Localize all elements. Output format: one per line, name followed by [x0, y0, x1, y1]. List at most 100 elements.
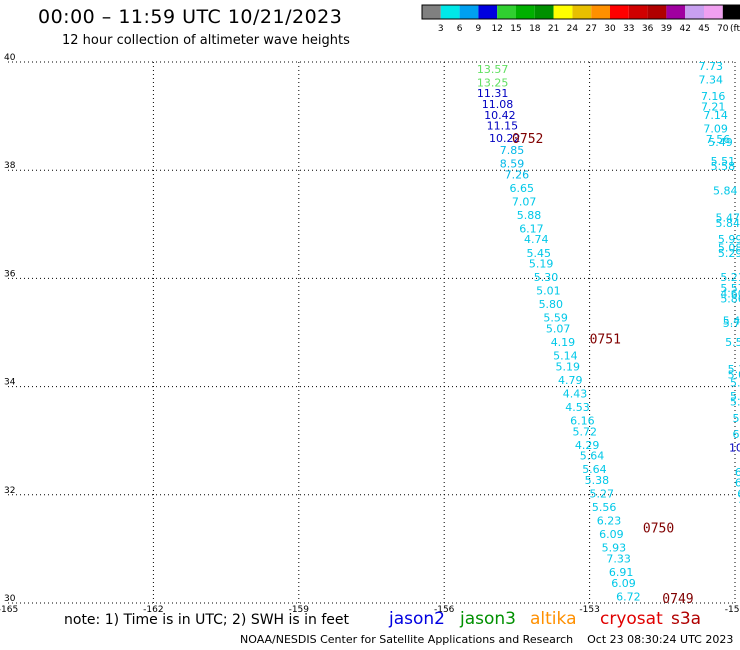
track-time-label: 0749	[662, 592, 693, 607]
wave-height-point: 5.93	[602, 542, 627, 555]
wave-height-point: 5.57	[720, 282, 740, 295]
wave-height-point: 7.07	[512, 195, 537, 208]
y-tick-label: 40	[4, 53, 16, 63]
wave-height-point: 6.53	[735, 477, 740, 490]
wave-height-point: 11.31	[477, 87, 509, 100]
wave-height-point: 5.84	[713, 185, 738, 198]
wave-height-point: 5.99	[718, 233, 740, 246]
wave-height-point: 5.88	[517, 209, 542, 222]
wave-height-point: 11.08	[482, 98, 514, 111]
wave-height-point: 7.21	[701, 101, 726, 114]
wave-height-point: 8.59	[500, 157, 525, 170]
scale-label: 3	[438, 24, 444, 34]
scale-swatch	[440, 5, 460, 19]
scale-label: 27	[585, 24, 596, 34]
wave-height-point: 5.47	[715, 212, 740, 225]
y-tick-label: 32	[4, 486, 15, 496]
track-time-label: 0750	[643, 522, 674, 537]
wave-height-point: 6.09	[599, 528, 624, 541]
x-tick-label: -150	[725, 605, 740, 615]
wave-height-point: 5.72	[573, 425, 598, 438]
scale-label: 33	[623, 24, 634, 34]
wave-height-point: 7.34	[699, 74, 724, 87]
wave-height-point: 7.73	[699, 60, 724, 73]
wave-height-point: 13.57	[477, 63, 509, 76]
wave-height-point: 5.84	[715, 217, 740, 230]
wave-height-point: 6.72	[616, 590, 641, 603]
wave-height-point: 5.45	[526, 247, 551, 260]
scale-label: 45	[698, 24, 709, 34]
chart-subtitle: 12 hour collection of altimeter wave hei…	[62, 33, 350, 48]
scale-swatch	[478, 5, 498, 19]
wave-height-point: 5.79	[730, 396, 740, 409]
scale-label: 6	[457, 24, 463, 34]
wave-height-point: 6.44	[737, 488, 740, 501]
wave-height-point: 5.27	[589, 488, 614, 501]
scale-label: 36	[642, 24, 654, 34]
wave-height-point: 10.22	[489, 132, 521, 145]
legend-s3a: s3a	[671, 609, 702, 629]
scale-swatch	[516, 5, 535, 19]
wave-height-point: 6.09	[611, 577, 636, 590]
scale-swatch	[459, 5, 479, 19]
scale-label: 70	[717, 24, 729, 34]
scale-frame	[421, 4, 740, 20]
wave-height-point: 6.17	[519, 222, 544, 235]
wave-height-point: 6.23	[597, 515, 622, 528]
chart-title: 00:00 – 11:59 UTC 10/21/2023	[38, 6, 343, 28]
wave-height-point: 5.21	[720, 271, 740, 284]
scale-label: 24	[567, 24, 579, 34]
scale-label: 18	[529, 24, 541, 34]
scale-label: 15	[510, 24, 521, 34]
scale-swatch	[572, 5, 592, 19]
wave-height-point: 5.08	[718, 241, 740, 254]
x-tick-label: -165	[0, 605, 18, 615]
wave-height-point: 5.30	[534, 271, 559, 284]
track-time-label: 0752	[512, 132, 543, 147]
scale-swatch	[628, 5, 648, 19]
track-time-label: 0751	[590, 332, 621, 347]
wave-height-point: 10.42	[484, 109, 516, 122]
wave-height-point: 6.26	[732, 428, 740, 441]
wave-height-point: 5.19	[556, 360, 581, 373]
scale-label: 9	[476, 24, 482, 34]
y-tick-label: 38	[4, 161, 16, 171]
scale-swatch	[722, 5, 740, 19]
wave-height-point: 7.33	[606, 552, 631, 565]
wave-height-point: 5.80	[539, 298, 564, 311]
x-tick-label: -156	[434, 605, 455, 615]
scale-swatch	[647, 5, 667, 19]
wave-height-point: 6.91	[609, 566, 634, 579]
wave-height-point: 5.64	[580, 450, 605, 463]
wave-height-point: 7.26	[505, 168, 530, 181]
wave-height-point: 7.16	[701, 90, 726, 103]
scale-label: 42	[679, 24, 690, 34]
wave-height-point: 7.56	[706, 133, 731, 146]
wave-height-point: 5.01	[536, 285, 561, 298]
wave-height-point: 5.70	[723, 317, 740, 330]
wave-height-point: 11.15	[487, 120, 519, 133]
scale-unit: (ft)	[730, 24, 740, 34]
legend-jason3: jason3	[460, 609, 516, 629]
wave-height-point: 6.16	[570, 414, 595, 427]
scale-swatch	[553, 5, 573, 19]
wave-height-point: 4.29	[575, 439, 600, 452]
wave-height-point: 5.79	[730, 377, 740, 390]
wave-height-point: 7.09	[703, 122, 728, 135]
wave-height-point: 5.52	[725, 336, 740, 349]
scale-swatch	[422, 5, 441, 19]
wave-height-point: 5.83	[732, 412, 740, 425]
wave-height-point: 4.19	[551, 336, 576, 349]
wave-height-point: 5.55	[730, 390, 740, 403]
wave-height-point: 5.14	[553, 350, 578, 363]
wave-height-point: 7.14	[703, 109, 728, 122]
y-tick-label: 36	[4, 269, 16, 279]
wave-height-point: 4.74	[524, 233, 549, 246]
wave-height-point: 5.29	[718, 247, 740, 260]
wave-height-point: 6.51	[735, 466, 740, 479]
wave-height-point: 10.71	[729, 442, 740, 455]
scale-swatch	[704, 5, 723, 19]
wave-height-point: 5.49	[708, 136, 733, 149]
x-tick-label: -159	[289, 605, 310, 615]
